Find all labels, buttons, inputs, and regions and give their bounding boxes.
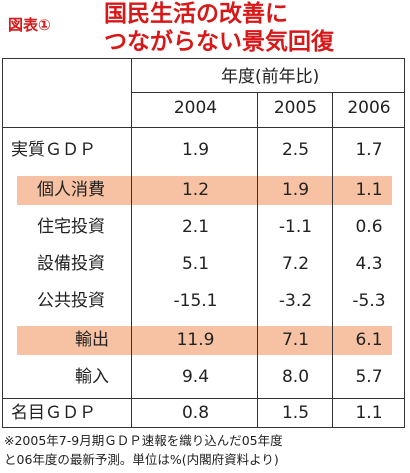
- row-label-private-consumption: 個人消費: [37, 180, 105, 200]
- value-nominal-gdp-2004: 0.8: [181, 403, 210, 423]
- value-private-consumption-2005: 1.9: [281, 180, 310, 200]
- row-label-exports: 輸出: [75, 330, 109, 350]
- value-private-consumption-2004: 1.2: [181, 180, 210, 200]
- highlight-row-exports: [17, 326, 392, 355]
- value-housing-investment-2005: -1.1: [278, 217, 313, 237]
- column-divider-2005: [332, 92, 333, 427]
- footnote-line-2: と06年度の最新予測。単位は%(内閣府資料より): [4, 452, 279, 467]
- gdp-table: 年度(前年比) 2004 2005 2006 実質ＧＤＰ 1.9 2.5 1.7…: [2, 58, 405, 428]
- value-real-gdp-2004: 1.9: [181, 140, 210, 160]
- page-title: 国民生活の改善に つながらない景気回復: [104, 0, 406, 56]
- year-header-2005: 2005: [273, 98, 318, 118]
- value-public-investment-2006: -5.3: [352, 291, 386, 311]
- value-private-consumption-2006: 1.1: [355, 180, 383, 200]
- value-public-investment-2005: -3.2: [278, 291, 313, 311]
- value-capital-investment-2005: 7.2: [281, 254, 310, 274]
- value-nominal-gdp-2005: 1.5: [281, 403, 310, 423]
- value-housing-investment-2004: 2.1: [181, 217, 210, 237]
- header-bottom-rule: [3, 127, 404, 128]
- column-divider-label: [131, 59, 132, 427]
- value-imports-2004: 9.4: [181, 367, 210, 387]
- value-imports-2006: 5.7: [355, 367, 383, 387]
- row-label-housing-investment: 住宅投資: [37, 217, 105, 237]
- year-header-2004: 2004: [173, 98, 218, 118]
- row-label-real-gdp: 実質ＧＤＰ: [11, 140, 96, 160]
- footnote: ※2005年7-9月期ＧＤＰ速報を織り込んだ05年度 と06年度の最新予測。単位…: [4, 431, 408, 469]
- year-group-header: 年度(前年比): [221, 67, 320, 87]
- value-exports-2006: 6.1: [355, 330, 383, 350]
- value-capital-investment-2006: 4.3: [355, 254, 383, 274]
- value-real-gdp-2005: 2.5: [281, 140, 310, 160]
- value-real-gdp-2006: 1.7: [355, 140, 383, 160]
- row-label-capital-investment: 設備投資: [37, 254, 105, 274]
- row-label-public-investment: 公共投資: [37, 291, 105, 311]
- header-divider: [132, 92, 404, 93]
- subitems-bottom-rule: [3, 398, 404, 399]
- highlight-row-consumption: [17, 176, 392, 205]
- year-header-2006: 2006: [347, 98, 391, 118]
- figure-label: 図表①: [8, 16, 51, 34]
- column-divider-2004: [257, 92, 258, 427]
- value-public-investment-2004: -15.1: [173, 291, 218, 311]
- row-label-nominal-gdp: 名目ＧＤＰ: [11, 403, 96, 423]
- value-imports-2005: 8.0: [281, 367, 310, 387]
- title-line-2: つながらない景気回復: [104, 29, 334, 55]
- row-label-imports: 輸入: [75, 367, 109, 387]
- value-nominal-gdp-2006: 1.1: [355, 403, 383, 423]
- footnote-line-1: ※2005年7-9月期ＧＤＰ速報を織り込んだ05年度: [4, 433, 283, 448]
- value-exports-2005: 7.1: [281, 330, 310, 350]
- value-exports-2004: 11.9: [176, 330, 215, 350]
- value-housing-investment-2006: 0.6: [355, 217, 383, 237]
- value-capital-investment-2004: 5.1: [181, 254, 210, 274]
- title-line-1: 国民生活の改善に: [104, 1, 288, 27]
